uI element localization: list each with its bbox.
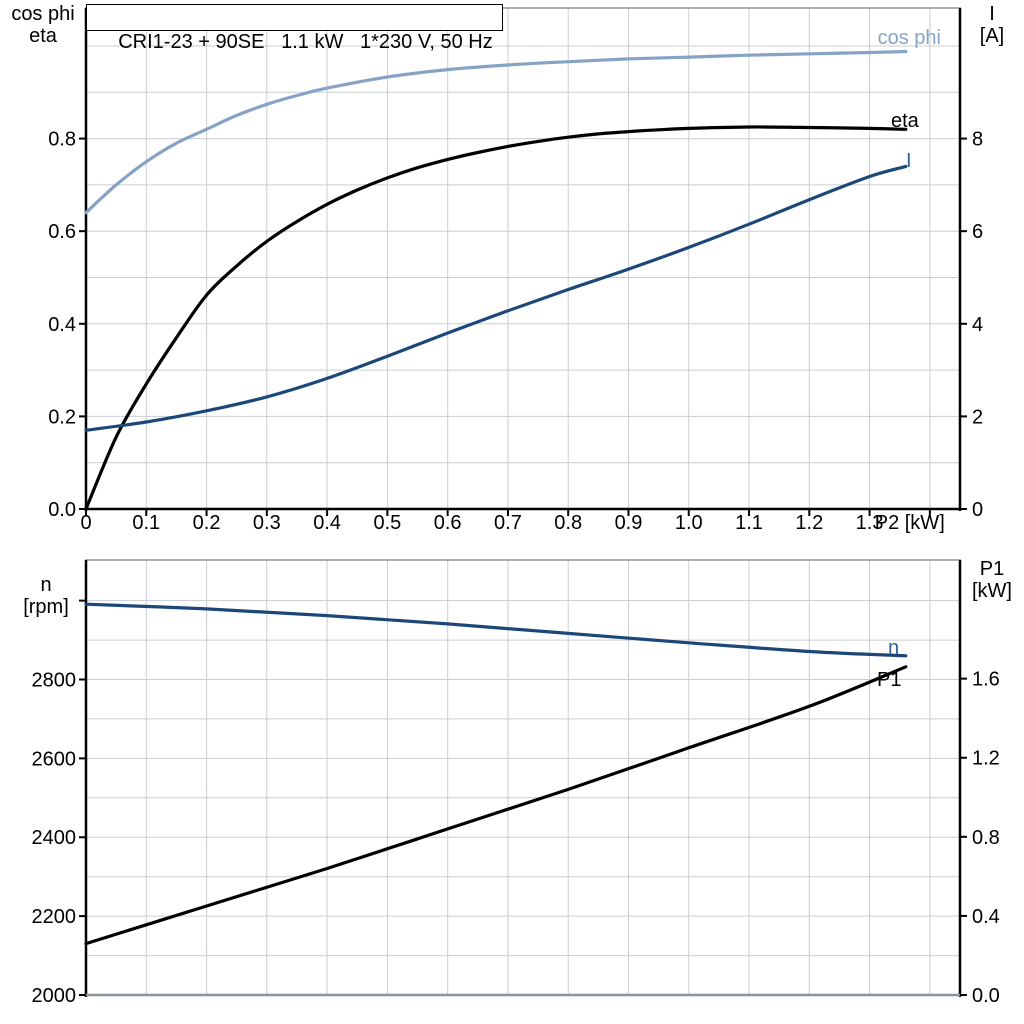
chart-0-axes: 0 0.1 0.2 0.3 0.4 0.5 0.6 0.7 0.8 0.9 1.0 1.1 1.2 1.3… bbox=[48, 7, 983, 534]
x-tick-label: 0.1 bbox=[132, 512, 160, 534]
right-tick-label: 0.8 bbox=[972, 827, 1000, 849]
left-tick-label: 0.8 bbox=[48, 129, 76, 151]
x-tick-label: 1.0 bbox=[675, 512, 703, 534]
right-axis-label-line1: I bbox=[989, 3, 995, 25]
n-axis-label-line2: [rpm] bbox=[23, 596, 69, 618]
left-tick-label: 2200 bbox=[32, 906, 77, 928]
left-tick-label: 0.0 bbox=[48, 499, 76, 521]
right-tick-label: 8 bbox=[972, 129, 983, 151]
curve-cos-phi bbox=[84, 49, 908, 215]
left-tick-label: 2600 bbox=[32, 748, 77, 770]
left-axis-label-line2: eta bbox=[29, 25, 57, 47]
p1-axis-label-line2: [kW] bbox=[972, 580, 1012, 602]
chart-1-axes: 2000 2200 2400 2600 2800 0.0 0.4 0.8 1.2 1.6 bbox=[32, 559, 1000, 1007]
curve-i bbox=[84, 164, 908, 432]
x-tick-label: 0.9 bbox=[615, 512, 643, 534]
curve-label-i: I bbox=[906, 150, 912, 172]
curve-label-eta: eta bbox=[891, 110, 920, 132]
right-tick-label: 1.6 bbox=[972, 669, 1000, 691]
x-tick-label: 0.3 bbox=[253, 512, 281, 534]
chart-title: CRI1-23 + 90SE 1.1 kW 1*230 V, 50 Hz bbox=[118, 31, 493, 53]
x-tick-label: 0.6 bbox=[434, 512, 462, 534]
left-tick-label: 2400 bbox=[32, 827, 77, 849]
top-chart-right-axis-label: I [A] bbox=[962, 3, 1022, 47]
title-box: CRI1-23 + 90SE 1.1 kW 1*230 V, 50 Hz bbox=[86, 4, 503, 53]
x-tick-label: 1.2 bbox=[795, 512, 823, 534]
right-tick-label: 0 bbox=[972, 499, 983, 521]
curve-label-cos-phi: cos phi bbox=[878, 27, 941, 49]
x-tick-label: 1.3 bbox=[856, 512, 884, 534]
bottom-chart-left-axis-label: n [rpm] bbox=[12, 574, 80, 618]
right-tick-label: 0.0 bbox=[972, 985, 1000, 1007]
p1-axis-label-line1: P1 bbox=[979, 558, 1005, 580]
left-tick-label: 0.4 bbox=[48, 314, 76, 336]
x-tick-label: 0.5 bbox=[373, 512, 401, 534]
right-tick-label: 1.2 bbox=[972, 748, 1000, 770]
right-tick-label: 0.4 bbox=[972, 906, 1000, 928]
chart-0-grid bbox=[86, 8, 960, 509]
bottom-chart-right-axis-label: P1 [kW] bbox=[962, 558, 1022, 602]
left-tick-label: 0.2 bbox=[48, 406, 76, 428]
x-tick-label: 0.7 bbox=[494, 512, 522, 534]
left-tick-label: 2000 bbox=[32, 985, 77, 1007]
chart-0-series bbox=[84, 49, 908, 511]
right-axis-label-line2: [A] bbox=[979, 25, 1005, 47]
top-chart-left-axis-label: cos phi eta bbox=[2, 3, 84, 47]
x-tick-label: 0.2 bbox=[193, 512, 221, 534]
chart-1-grid bbox=[86, 560, 960, 995]
chart-1-series bbox=[84, 602, 908, 946]
curve-label-n: n bbox=[888, 637, 899, 659]
right-tick-label: 4 bbox=[972, 314, 983, 336]
right-tick-label: 2 bbox=[972, 406, 983, 428]
right-tick-label: 6 bbox=[972, 221, 983, 243]
left-axis-label-line1: cos phi bbox=[11, 3, 75, 25]
left-tick-label: 2800 bbox=[32, 669, 77, 691]
x-axis-title: P2 [kW] bbox=[875, 512, 945, 534]
curve-eta bbox=[84, 125, 908, 511]
curve-label-p1: P1 bbox=[877, 669, 901, 691]
left-tick-label: 0.6 bbox=[48, 221, 76, 243]
x-tick-label: 0 bbox=[80, 512, 91, 534]
curve-p1 bbox=[84, 665, 908, 946]
n-axis-label-line1: n bbox=[40, 574, 52, 596]
x-tick-label: 1.1 bbox=[735, 512, 763, 534]
x-tick-label: 0.8 bbox=[554, 512, 582, 534]
x-tick-label: 0.4 bbox=[313, 512, 341, 534]
curve-n bbox=[84, 602, 908, 658]
